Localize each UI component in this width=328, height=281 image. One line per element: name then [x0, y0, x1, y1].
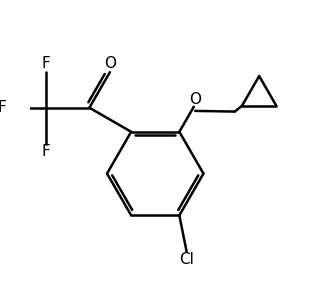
Text: O: O: [104, 56, 116, 71]
Text: F: F: [42, 144, 51, 159]
Text: Cl: Cl: [179, 252, 194, 267]
Text: F: F: [0, 100, 7, 115]
Text: O: O: [189, 92, 201, 107]
Text: F: F: [42, 56, 51, 71]
